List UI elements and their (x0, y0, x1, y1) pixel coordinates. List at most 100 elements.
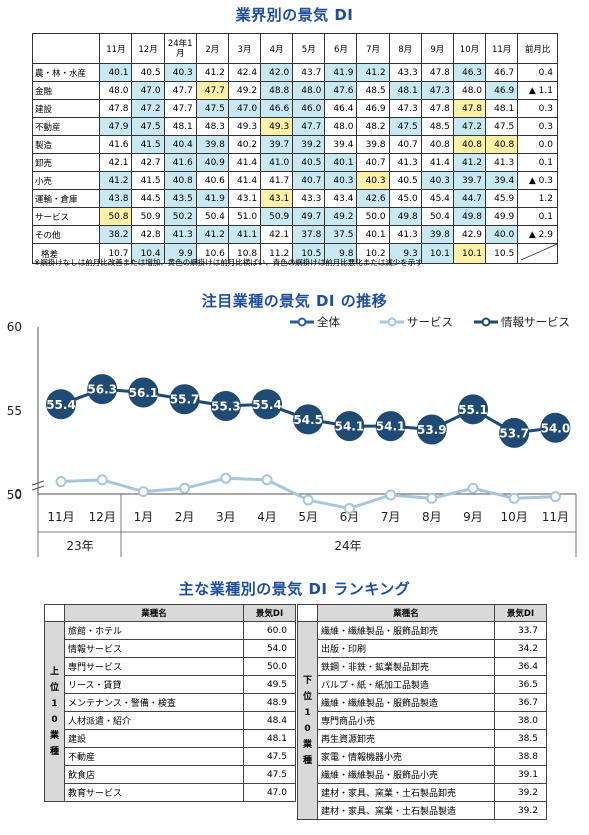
di-cell: 39.8 (420, 225, 454, 244)
di-cell: 48.0 (452, 81, 487, 100)
data-point (416, 414, 447, 445)
data-point (137, 486, 149, 498)
di-cell: 41.4 (227, 153, 262, 172)
di-cell: 47.5 (388, 117, 422, 136)
x-tick-label: 9月 (463, 510, 483, 524)
industry-name: リース・賃貸 (64, 675, 244, 694)
row-label: 運輸・倉庫 (31, 189, 101, 208)
data-point (467, 482, 479, 494)
diff-cell: 0.1 (517, 207, 558, 226)
industry-name: 再生資源卸売 (317, 729, 495, 748)
di-cell: 47.5 (485, 117, 519, 136)
row-label: 金融 (31, 81, 101, 100)
di-header: 景気DI (243, 604, 296, 622)
x-tick-label: 2月 (175, 510, 195, 524)
di-cell: 42.0 (260, 63, 294, 82)
di-cell: 39.7 (260, 135, 294, 154)
data-point (220, 472, 232, 484)
diff-cell: 0.3 (517, 117, 558, 136)
side-header (44, 604, 65, 622)
di-cell: 41.9 (195, 189, 229, 208)
di-cell: 50.4 (195, 207, 229, 226)
ranking-row: 専門商品小売 38.0 (298, 711, 547, 730)
chart-title: 注目業種の景気 DI の推移 (201, 292, 388, 310)
industry-name: 繊維・繊維製品・服飾品小売 (317, 765, 495, 784)
table-note: ※網掛けなしは前月比改善または増加、黄色の網掛けは前月比横ばい、青色の網掛けは前… (34, 258, 423, 267)
di-cell: 47.7 (195, 81, 229, 100)
data-point (169, 384, 200, 415)
legend-marker (481, 317, 491, 327)
industry-di: 47.5 (243, 765, 296, 784)
di-cell: 47.8 (420, 99, 454, 118)
y-tick-label: 50 (7, 488, 22, 502)
column-header: 前月比 (517, 33, 558, 64)
row-label: 製造 (31, 135, 101, 154)
table-row: 不動産 47.9 47.5 48.1 48.3 49.3 49.3 47.7 48.0 48.2 4… (31, 117, 558, 136)
di-cell: 48.2 (356, 117, 390, 136)
industry-di: 54.0 (243, 639, 296, 658)
industry-di: 39.2 (494, 783, 547, 802)
column-header: 5月 (292, 33, 326, 64)
data-point (252, 389, 282, 420)
di-cell: 40.8 (420, 135, 454, 154)
data-point (375, 411, 406, 442)
di-cell: 42.1 (260, 225, 294, 244)
table-row: 製造 41.6 41.5 40.4 39.8 40.2 39.7 39.2 39.4 39.8 40… (31, 135, 558, 154)
column-header: 3月 (227, 33, 262, 64)
industry-di: 34.2 (494, 639, 547, 658)
di-cell: 10.1 (420, 243, 454, 264)
di-cell: 48.5 (420, 117, 454, 136)
year-label: 23年 (66, 539, 93, 553)
ranking-row: メンテナンス・警備・検査 48.9 (45, 693, 296, 712)
y-tick-label: 0 (14, 487, 22, 501)
ranking-row: 飲食店 47.5 (45, 765, 296, 784)
ranking-row: パルプ・紙・紙加工品製造 36.5 (298, 675, 547, 694)
di-cell: 42.8 (131, 225, 165, 244)
di-cell: 47.5 (195, 99, 229, 118)
di-cell: 47.8 (99, 99, 133, 118)
di-cell: 47.8 (452, 99, 487, 118)
di-cell: 47.5 (131, 117, 165, 136)
trend-line-chart: 60555045011月12月1月2月3月4月5月6月7月8月9月10月11月2… (7, 315, 577, 557)
di-cell: 49.2 (324, 207, 358, 226)
table-row: 建設 47.8 47.2 47.7 47.5 47.0 46.6 46.0 46.4 46.9 47… (31, 99, 558, 118)
di-cell: 40.7 (292, 171, 326, 190)
di-cell: 40.8 (163, 171, 197, 190)
legend-label: 全体 (317, 315, 340, 329)
di-cell: 47.3 (388, 99, 422, 118)
table-row: 卸売 42.1 42.7 41.6 40.9 41.4 41.0 40.5 40.1 40.7 41… (31, 153, 558, 172)
industry-name: 専門サービス (64, 657, 244, 676)
di-cell: 49.9 (485, 207, 519, 226)
di-cell: 43.1 (260, 189, 294, 208)
di-cell: 47.2 (452, 117, 487, 136)
industry-di: 48.4 (243, 711, 296, 730)
di-cell: 47.7 (163, 81, 197, 100)
x-tick-label: 12月 (89, 510, 116, 524)
ranking-row: 繊維・繊維製品・服飾品製造 36.7 (298, 693, 547, 712)
column-header: 6月 (324, 33, 358, 64)
data-label: 56.1 (129, 386, 159, 400)
bottom-ranking-table: 業種名 景気DI 下位 1 0 業種繊維・繊維製品・服飾品卸売 33.7 出版・印刷 34.… (297, 604, 547, 820)
di-cell: 48.8 (260, 81, 294, 100)
ranking-row: 繊維・繊維製品・服飾品小売 39.1 (298, 765, 547, 784)
industry-di: 50.0 (243, 657, 296, 676)
di-cell: 9.8 (324, 243, 358, 264)
data-point (55, 476, 67, 488)
industry-name: 旅館・ホテル (64, 621, 244, 640)
di-cell: 42.7 (131, 153, 165, 172)
di-cell: 40.5 (388, 171, 422, 190)
table-row: 運輸・倉庫 43.8 44.5 43.5 41.9 43.1 43.1 43.3 43.4 42.… (31, 189, 558, 208)
di-cell: 44.7 (452, 189, 487, 208)
data-point (46, 389, 76, 420)
di-cell: 40.1 (99, 63, 133, 82)
row-label: サービス (31, 207, 101, 226)
industry-name: 建材・家具、窯業・土石製品製造 (317, 801, 495, 820)
axis-break-mark (31, 480, 45, 491)
data-label: 54.1 (376, 420, 406, 434)
data-point (549, 491, 561, 503)
di-cell: 40.5 (292, 153, 326, 172)
top-ranking-table: 業種名 景気DI 上位 1 0 業種旅館・ホテル 60.0 情報サービス 54.0 専門サービ… (44, 604, 296, 802)
di-cell: 38.2 (99, 225, 133, 244)
